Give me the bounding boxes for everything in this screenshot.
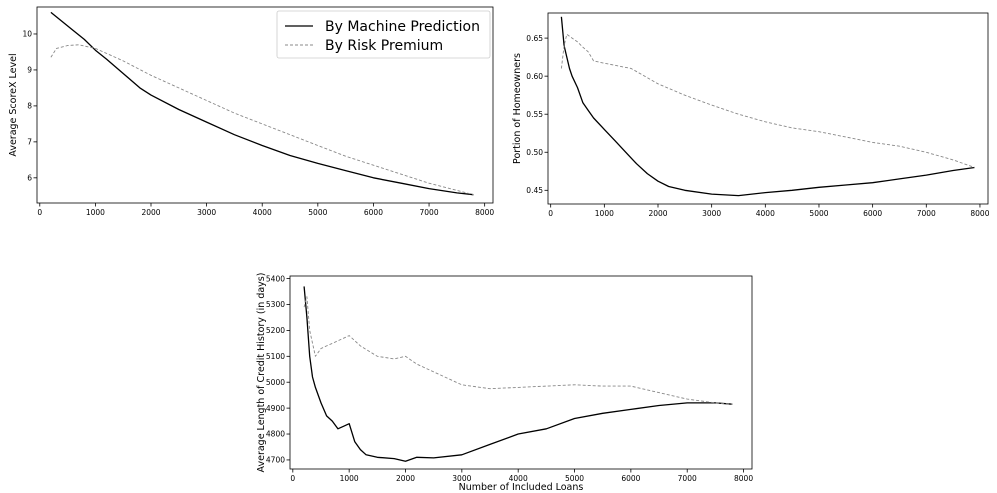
series-line-risk-premium <box>560 33 975 168</box>
x-tick-label: 3000 <box>702 209 721 218</box>
x-tick-label: 0 <box>37 208 42 217</box>
x-tick-label: 3000 <box>452 474 471 483</box>
chart-2: 0 1000 2000 3000 4000 5000 6000 7000 8000 0.45 0.5… <box>512 12 990 218</box>
x-tick-label: 0 <box>548 209 553 218</box>
x-tick-label: 7000 <box>678 474 697 483</box>
x-tick-label: 7000 <box>917 209 936 218</box>
x-tick-label: 5000 <box>809 209 828 218</box>
x-tick-label: 8000 <box>475 208 494 217</box>
x-tick-label: 4000 <box>756 209 775 218</box>
legend: By Machine Prediction By Risk Premium <box>276 10 491 59</box>
y-tick-label: 10 <box>22 30 32 39</box>
x-tick-label: 5000 <box>308 208 327 217</box>
chart-1: 0 1000 2000 3000 4000 5000 6000 7000 8000 6 7 8 9 10 A… <box>8 6 494 217</box>
x-tick-label: 0 <box>290 474 295 483</box>
x-tick-label: 3000 <box>197 208 216 217</box>
y-tick-label: 0.50 <box>526 148 543 157</box>
x-tick-label: 8000 <box>970 209 989 218</box>
y-tick-label: 4700 <box>266 456 285 465</box>
x-tick-label: 8000 <box>734 474 753 483</box>
x-tick-label: 4000 <box>509 474 528 483</box>
chart-3: 0 1000 2000 3000 4000 5000 6000 7000 8000 4700 480… <box>256 273 753 493</box>
y-tick-label: 5300 <box>266 300 285 309</box>
y-tick-label: 7 <box>27 138 32 147</box>
x-tick-label: 2000 <box>648 209 667 218</box>
y-axis-label: Portion of Homeowners <box>512 53 523 164</box>
series-line-machine-prediction <box>560 16 975 197</box>
x-axis-label: Number of Included Loans <box>459 482 584 493</box>
x-tick-label: 7000 <box>420 208 439 217</box>
x-tick-label: 2000 <box>396 474 415 483</box>
y-tick-label: 5100 <box>266 352 285 361</box>
series-line-risk-premium <box>50 44 474 196</box>
y-tick-label: 0.60 <box>526 72 543 81</box>
plot-frame <box>289 275 753 470</box>
y-tick-label: 0.65 <box>526 34 543 43</box>
legend-entry: By Machine Prediction <box>325 19 480 35</box>
y-tick-label: 0.55 <box>526 110 543 119</box>
x-tick-label: 6000 <box>364 208 383 217</box>
x-tick-label: 6000 <box>863 209 882 218</box>
y-axis-label: Average ScoreX Level <box>8 53 19 156</box>
y-tick-label: 8 <box>27 102 32 111</box>
x-tick-label: 2000 <box>141 208 160 217</box>
x-tick-label: 4000 <box>253 208 272 217</box>
legend-entry: By Risk Premium <box>325 38 443 54</box>
x-tick-label: 1000 <box>86 208 105 217</box>
y-tick-label: 4900 <box>266 404 285 413</box>
x-tick-label: 1000 <box>340 474 359 483</box>
x-tick-label: 5000 <box>565 474 584 483</box>
legend-box <box>276 10 491 59</box>
plot-frame <box>547 12 989 205</box>
series-line-machine-prediction <box>303 286 733 462</box>
series-line-risk-premium <box>303 296 733 405</box>
x-tick-label: 1000 <box>595 209 614 218</box>
y-tick-label: 6 <box>27 174 32 183</box>
y-tick-label: 5000 <box>266 378 285 387</box>
y-tick-label: 0.45 <box>526 186 543 195</box>
series-line-machine-prediction <box>50 11 474 196</box>
y-tick-label: 5200 <box>266 326 285 335</box>
y-tick-label: 4800 <box>266 430 285 439</box>
x-tick-label: 6000 <box>621 474 640 483</box>
y-tick-label: 5400 <box>266 274 285 283</box>
plot-frame <box>36 6 494 204</box>
y-tick-label: 9 <box>27 66 32 75</box>
y-axis-label: Average Length of Credit History (in day… <box>256 273 267 473</box>
